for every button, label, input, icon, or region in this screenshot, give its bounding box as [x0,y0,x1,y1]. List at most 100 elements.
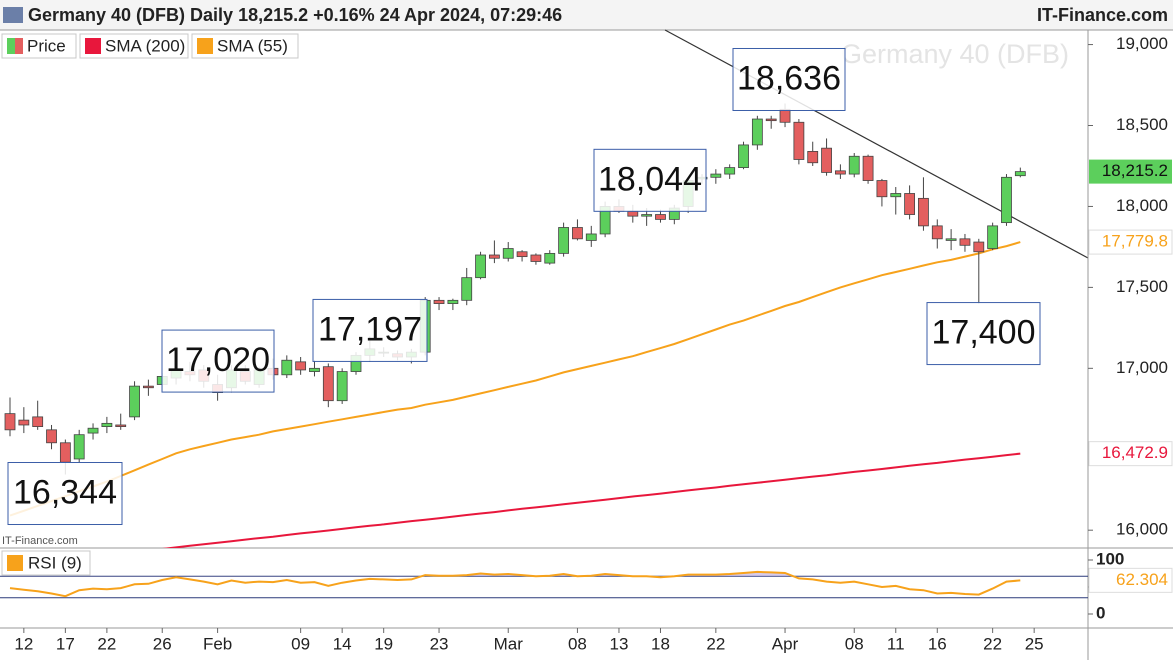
source: IT-Finance.com [1037,5,1168,25]
y-tick-label: 16,000 [1116,520,1168,539]
annotation-label: 17,020 [166,341,270,379]
y-tick-label: 19,000 [1116,34,1168,53]
candle-body [585,233,597,241]
x-tick-label: Mar [494,634,524,653]
y-tick-label: 18,500 [1116,115,1168,134]
annotation-label: 18,044 [598,160,702,198]
candle-body [655,214,666,220]
chart-title: Germany 40 (DFB) Daily 18,215.2 +0.16% 2… [28,5,562,25]
x-tick-label: 11 [887,634,905,653]
price-tag [1089,159,1172,184]
annotation-box [312,298,428,362]
price-tag [1088,229,1173,255]
candle-body [793,121,805,160]
x-tick-label: 16 [928,634,947,653]
price-tag-label: 18,215.2 [1102,161,1168,180]
x-tick-label: Apr [772,634,799,653]
candle-body [918,197,929,227]
x-tick-label: 23 [430,634,449,653]
annotation-label: 17,197 [318,310,422,348]
candle-body [115,424,127,427]
price-tag-label: 17,779.8 [1102,232,1168,251]
legend-swatch [197,38,213,54]
candle-body [987,225,999,249]
candle-body [32,416,44,427]
x-tick-label: 14 [333,634,352,653]
header-bar [0,0,1173,30]
candle-body [295,361,307,371]
candle-body [931,225,943,240]
x-tick-label: 22 [97,634,116,653]
main-panel [4,103,1026,548]
price-tag [1088,441,1173,467]
candle-body [945,238,957,241]
candle-body [281,359,293,376]
candle-body [1014,171,1026,177]
annotation-box [732,47,846,111]
candle-body [848,155,860,175]
x-tick-label: 22 [983,634,1002,653]
candle-body [73,434,85,460]
y-tick-label: 18,000 [1116,196,1168,215]
candle-body [433,299,445,304]
x-tick-label: 18 [651,634,670,653]
x-tick-label: Feb [203,634,232,653]
candle-body [488,254,500,259]
x-tick-label: 25 [1025,634,1044,653]
candle-body [835,170,846,175]
rsi-legend-label: RSI (9) [28,553,82,572]
price-tag-label: 16,472.9 [1102,443,1168,462]
legend-swatch [7,38,15,54]
x-tick-label: 12 [14,634,33,653]
candle-body [530,254,542,262]
candle-body [821,147,832,173]
candle-body [890,193,902,198]
candle-body [87,427,99,434]
legend-label: Price [27,36,66,55]
y-tick-label: 17,000 [1116,358,1168,377]
sma-line [9,241,1021,517]
sma-line [162,452,1021,548]
watermark: Germany 40 (DFB) [841,39,1069,69]
rsi-line [9,570,1021,598]
candle-body [475,254,486,279]
candle-body [807,151,819,164]
candle-body [59,442,71,463]
candle-body [46,429,57,444]
candle-body [309,367,320,372]
x-tick-label: 08 [845,634,864,653]
candle-body [779,108,791,123]
candle-body [502,248,514,259]
legend-label: SMA (200) [105,36,185,55]
x-tick-label: 22 [706,634,725,653]
candle-body [641,214,653,217]
annotation-label: 16,344 [13,473,117,511]
legend-label: SMA (55) [217,36,288,55]
rsi-tag-label: 62.304 [1116,570,1168,589]
candle-body [959,238,971,246]
rsi-legend-swatch [7,555,23,571]
candle-body [876,180,888,198]
candle-body [129,385,140,418]
candle-body [973,241,985,253]
candle-body [572,227,583,240]
candle-body [710,173,722,178]
candle-body [558,227,569,254]
demo-icon [3,7,23,23]
candle-body [544,252,556,264]
x-tick-label: 26 [153,634,172,653]
candle-body [765,118,777,122]
candle-body [18,419,30,426]
annotation-box [926,302,1041,366]
candle-body [4,413,16,431]
annotation-label: 17,400 [932,314,1036,352]
candle-body [461,277,473,301]
candle-body [447,299,459,304]
candle-body [724,167,736,175]
rsi-panel [0,570,1088,599]
x-tick-label: 08 [568,634,587,653]
annotation-box [161,329,275,393]
x-tick-label: 13 [609,634,628,653]
candle-body [1001,176,1012,224]
